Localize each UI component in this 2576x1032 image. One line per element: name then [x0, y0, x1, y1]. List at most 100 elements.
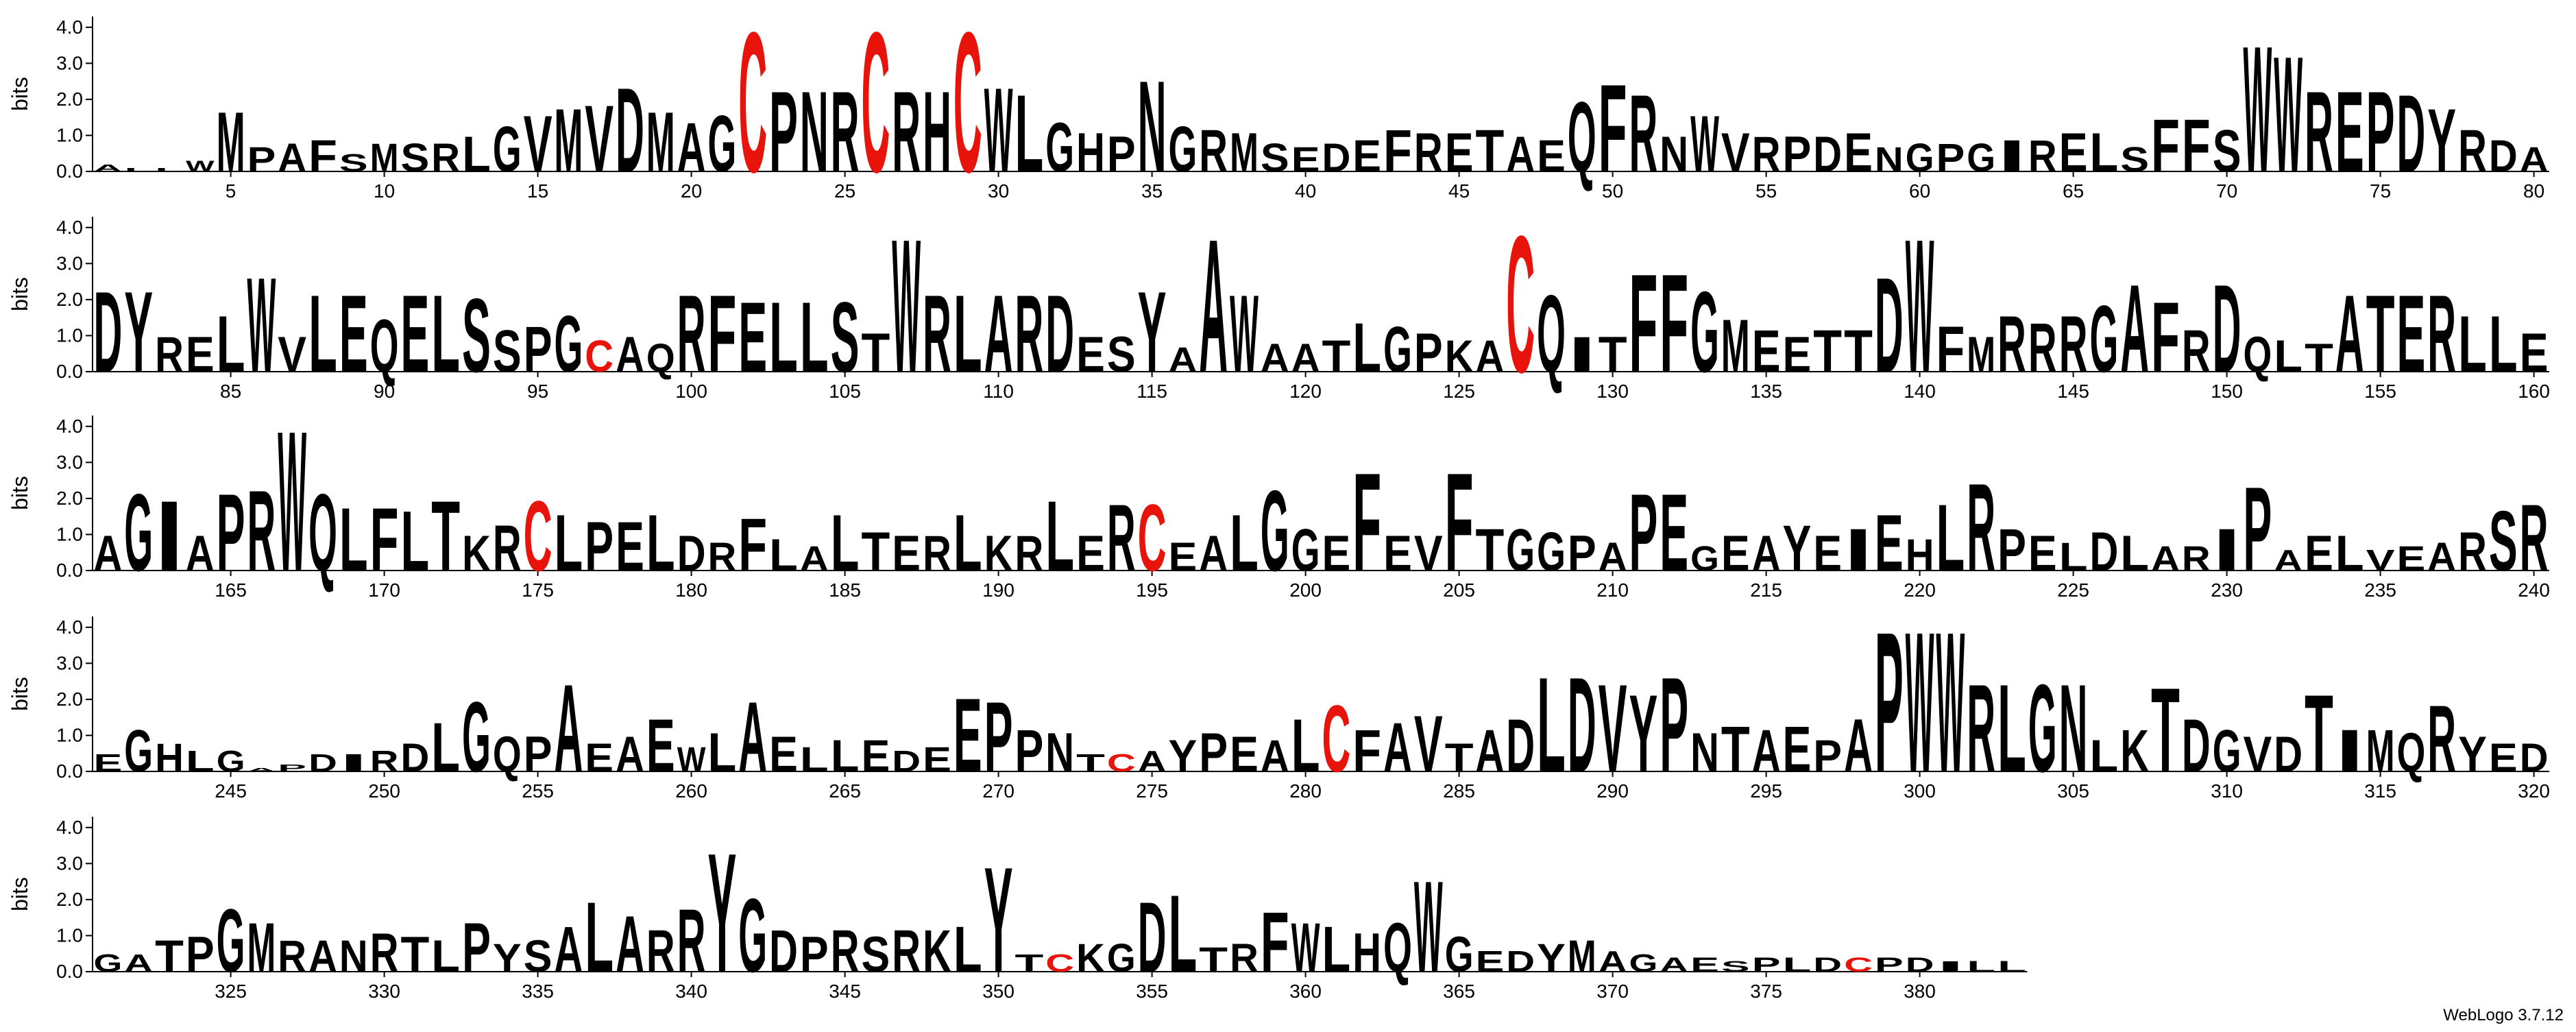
logo-letter: R [1199, 117, 1228, 184]
logo-letter: R [2458, 117, 2487, 184]
logo-letter: P [247, 140, 276, 179]
logo-letter: A [94, 525, 123, 581]
logo-letter: E [1445, 122, 1474, 183]
logo-letter: P [524, 313, 552, 385]
x-tick-label: 255 [522, 780, 554, 802]
x-tick-label: 190 [982, 579, 1014, 601]
logo-letter: V [1599, 659, 1627, 798]
footer: WebLogo 3.7.12 [2443, 1006, 2564, 1024]
logo-letter: G [217, 890, 245, 991]
logo-letter: W [1230, 273, 1259, 396]
logo-letter: S [1261, 136, 1289, 180]
logo-letter: A [247, 767, 276, 773]
x-tick-label: 250 [368, 780, 400, 802]
logo-letter: G [1629, 949, 1658, 977]
logo-letter: G [462, 681, 491, 793]
logo-letter: L [401, 494, 430, 589]
logo-letter: R [708, 535, 737, 579]
logo-letter: H [1352, 922, 1381, 983]
logo-letter: L [462, 126, 491, 182]
logo-letter: D [2489, 130, 2518, 181]
logo-letter: P [524, 726, 552, 782]
logo-letter: W [984, 64, 1013, 197]
y-tick-label: 0.0 [56, 361, 83, 382]
logo-letter: Y [493, 936, 522, 981]
x-tick-label: 230 [2211, 579, 2243, 601]
logo-letter: A [94, 163, 123, 173]
logo-letter: F [308, 130, 337, 181]
logo-letter: E [2028, 525, 2057, 581]
logo-letter: S [1721, 958, 1750, 975]
logo-letter: Q [2397, 722, 2426, 783]
y-tick-label: 2.0 [56, 88, 83, 110]
logo-letter: R [2182, 317, 2211, 385]
x-tick-label: 180 [675, 579, 707, 601]
logo-letter: G [1261, 467, 1289, 595]
logo-letter: A [1476, 717, 1505, 784]
logo-letter: A [1752, 717, 1781, 784]
logo-letter: D [1506, 945, 1535, 979]
logo-letter: E [186, 326, 215, 383]
logo-letter: A [1261, 730, 1289, 781]
logo-letter: E [1875, 499, 1904, 588]
x-tick-label: 335 [522, 981, 554, 1002]
logo-letter: R [1629, 73, 1658, 195]
x-tick-label: 245 [215, 780, 247, 802]
logo-letter: R [1015, 525, 1044, 581]
x-tick-label: 70 [2216, 180, 2237, 202]
x-tick-label: 145 [2057, 381, 2089, 402]
x-tick-label: 295 [1750, 780, 1782, 802]
logo-letter: T [2305, 336, 2333, 381]
x-tick-label: 270 [982, 780, 1014, 802]
x-tick-label: 340 [675, 981, 707, 1002]
logo-letter: R [247, 467, 276, 595]
x-tick-label: 275 [1136, 780, 1168, 802]
logo-letter: T [1076, 749, 1105, 777]
logo-letter: E [2397, 273, 2426, 396]
logo-letter: G [1967, 136, 1995, 180]
logo-letter: C [738, 0, 767, 215]
x-tick-label: 55 [1755, 180, 1777, 202]
logo-letter: A [555, 659, 583, 798]
logo-letter: T [401, 926, 430, 983]
logo-letter: G [555, 300, 583, 389]
x-tick-label: 220 [1904, 579, 1936, 601]
logo-letter: G [1690, 268, 1719, 396]
logo-letter: Y [1138, 268, 1167, 396]
logo-letter: E [1783, 326, 1812, 383]
x-tick-label: 370 [1596, 981, 1629, 1002]
logo-letter: P [1629, 472, 1658, 595]
logo-letter: P [1997, 516, 2026, 584]
logo-letter: G [217, 745, 245, 778]
logo-letter: Q [493, 726, 522, 782]
x-tick-label: 210 [1596, 579, 1629, 601]
x-tick-label: 85 [220, 381, 241, 402]
logo-letter: S [2489, 494, 2518, 589]
logo-letter: G [1107, 936, 1136, 981]
y-tick-label: 4.0 [56, 616, 83, 638]
logo-letter: E [1844, 122, 1873, 183]
logo-letter: A [616, 900, 644, 989]
logo-letter: E [2305, 525, 2333, 581]
logo-letter: K [1445, 331, 1474, 381]
x-tick-label: 105 [829, 381, 861, 402]
logo-letter: R [370, 745, 399, 778]
logo-letter: P [1936, 136, 1965, 180]
logo-letter: W [2244, 9, 2272, 210]
logo-letter: N [1660, 126, 1688, 182]
logo-letter: R [831, 917, 860, 985]
logo-letter: E [1476, 945, 1505, 979]
logo-letter: M [1568, 931, 1596, 981]
logo-letter: S [524, 931, 552, 981]
logo-letter: F [1352, 717, 1381, 784]
logo-letter: E [1721, 525, 1750, 581]
logo-letter: L [646, 499, 675, 588]
logo-letter: G [1169, 112, 1198, 185]
logo-letter: W [2274, 23, 2302, 207]
y-tick-label: 0.0 [56, 961, 83, 982]
x-tick-label: 310 [2211, 780, 2243, 802]
logo-letter: E [1783, 712, 1812, 785]
logo-letter: V [2244, 726, 2272, 782]
y-tick-label: 1.0 [56, 523, 83, 544]
logo-letter: L [953, 273, 982, 396]
